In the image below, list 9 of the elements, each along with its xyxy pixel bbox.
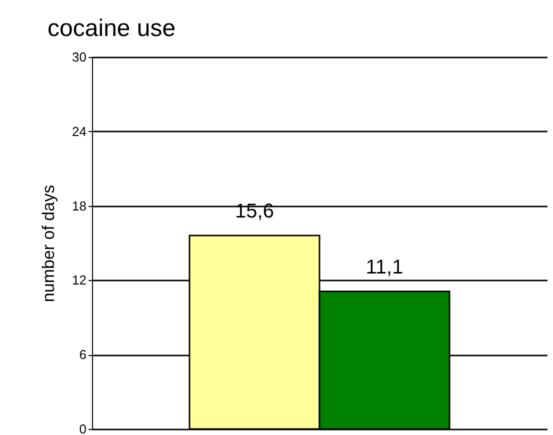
y-tick-label: 18	[72, 198, 86, 214]
y-axis-title: number of days	[39, 184, 58, 302]
y-tick-label: 12	[72, 272, 86, 288]
y-tick-label: 6	[79, 347, 86, 362]
y-tick-label: 24	[72, 124, 86, 139]
y-tick-label: 30	[72, 50, 86, 64]
data-label: 11,1	[366, 256, 404, 278]
chart-title: cocaine use	[48, 15, 176, 42]
y-tick-label: 0	[79, 422, 86, 435]
